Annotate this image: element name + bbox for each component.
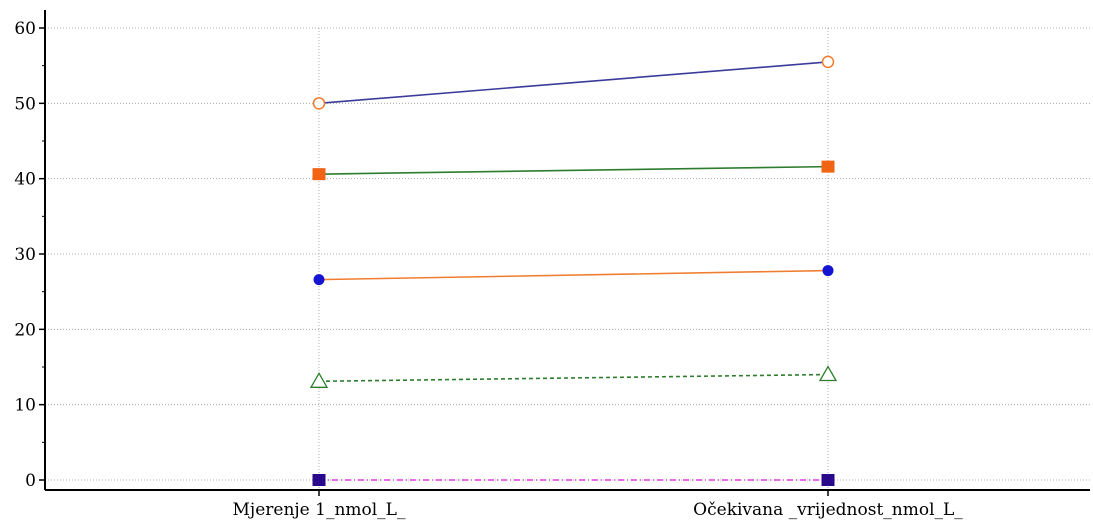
y-tick-label: 10 [14, 396, 36, 416]
axes [44, 10, 1090, 491]
x-tick-label: Mjerenje 1_nmol_L_ [233, 500, 406, 520]
series-line [318, 373, 829, 383]
data-point-triangle-open [818, 365, 838, 382]
series-line [318, 165, 829, 175]
series-group [309, 55, 838, 486]
x-tick-label: Očekivana _vrijednost_nmol_L_ [693, 500, 963, 520]
y-tick-label: 60 [14, 19, 36, 39]
y-axis-ticks: 0 10 20 30 40 50 60 [14, 19, 45, 491]
data-point-circle [822, 265, 834, 277]
series-line [318, 61, 829, 105]
data-point-square [821, 474, 835, 486]
data-point-triangle-open [309, 372, 329, 388]
y-tick-label: 40 [14, 170, 36, 190]
data-point-square [312, 474, 326, 486]
grid-lines [45, 27, 1090, 490]
series-line [318, 269, 829, 281]
data-point-circle-open [821, 55, 835, 69]
data-point-square [821, 160, 835, 173]
data-point-circle [313, 274, 325, 286]
y-tick-label: 20 [14, 320, 36, 340]
x-axis-ticks: Mjerenje 1_nmol_L_ Očekivana _vrijednost_… [233, 490, 963, 520]
y-tick-label: 50 [14, 94, 36, 114]
y-tick-label: 0 [25, 471, 36, 491]
y-tick-label: 30 [14, 245, 36, 265]
data-point-square [312, 168, 326, 181]
data-point-circle-open [312, 97, 326, 110]
